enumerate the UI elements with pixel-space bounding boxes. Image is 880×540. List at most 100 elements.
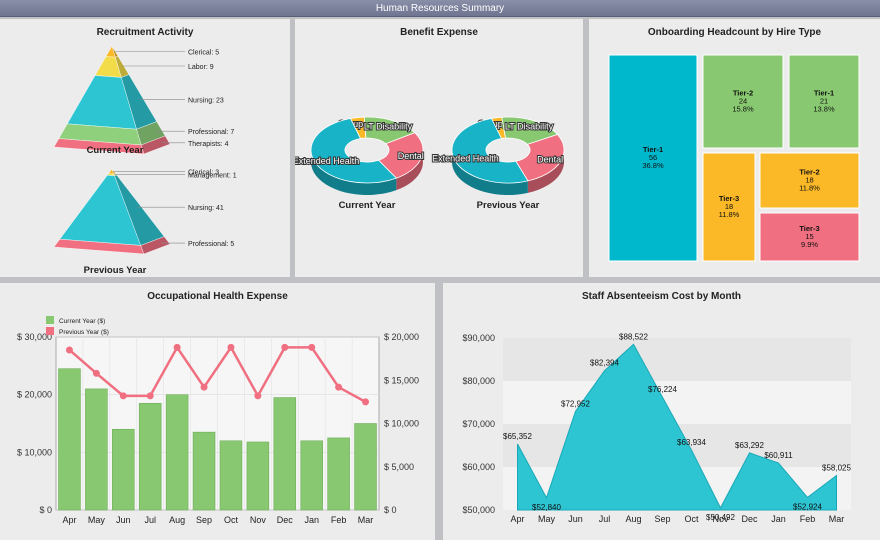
occupational-bar [165,394,189,511]
absenteeism-x-tick: Sep [654,514,670,524]
occupational-bar [354,423,377,511]
absenteeism-point-label: $63,934 [677,438,706,447]
absenteeism-point-label: $82,394 [590,359,619,368]
treemap-tile [788,54,860,149]
absenteeism-x-tick: Jun [568,514,583,524]
absenteeism-point-label: $52,840 [532,503,561,512]
absenteeism-x-tick: Mar [829,514,845,524]
donut-current-segment [310,118,398,184]
absenteeism-x-tick: Feb [800,514,816,524]
occupational-panel: Occupational Health Expense $ 30,000 $ 20… [0,283,435,540]
absenteeism-x-tick: Oct [684,514,699,524]
occupational-x-tick: Sep [196,515,212,525]
treemap-tile-name: Tier-3 [719,194,739,203]
occupational-right-tick: $ 0 [384,505,397,515]
absenteeism-point-label: $60,911 [764,451,793,460]
pyramid-current-layer-side [140,135,171,155]
occupational-right-tick: $ 10,000 [384,419,419,429]
occupational-bar [58,368,81,511]
treemap-tile-count: 21 [820,97,828,106]
absenteeism-title: Staff Absenteeism Cost by Month [581,291,742,302]
pyramid-previous-label: Nursing: 41 [188,205,224,212]
treemap-tile-pct: 11.8% [799,184,820,193]
occupational-legend-swatch [46,316,54,324]
treemap-tile-name: Tier-1 [814,89,834,98]
treemap-tile-name: Tier-2 [799,168,819,177]
absenteeism-x-tick: Dec [741,514,758,524]
occupational-legend-swatch [46,327,54,335]
occupational-legend-label: Current Year ($) [59,318,105,325]
pyramid-previous-layer-side [140,236,171,255]
treemap-tile-count: 18 [725,202,733,211]
occupational-line-point [362,398,370,406]
absenteeism-y-tick: $70,000 [462,419,495,429]
occupational-line-point [173,343,181,351]
treemap-tile-name: Tier-3 [799,224,819,233]
occupational-bar [300,440,323,511]
occupational-line-series [68,344,367,403]
occupational-x-tick: Nov [250,515,267,525]
occupational-bar [273,397,297,511]
occupational-x-tick: Jun [116,515,131,525]
onboarding-panel: Onboarding Headcount by Hire Type Tier-1… [589,19,880,277]
pyramid-current-label: Therapists: 4 [188,141,229,148]
occupational-bar [219,440,243,511]
treemap-tile [702,152,756,262]
absenteeism-x-tick: Jul [599,514,611,524]
occupational-bar [85,388,108,511]
treemap-tile-pct: 15.8% [732,105,754,114]
occupational-right-tick: $ 5,000 [384,462,414,472]
pyramid-current-label: Professional: 7 [188,129,234,136]
pyramid-previous-label: Clerical: 3 [188,169,219,176]
occupational-line-point [227,343,235,351]
occupational-line-point [308,343,316,351]
occupational-x-tick: Jul [144,515,156,525]
pyramid-current-caption: Current Year [87,145,144,156]
recruitment-title: Recruitment Activity [96,27,194,38]
occupational-legend-label: Previous Year ($) [59,329,109,336]
treemap-tile-pct: 9.9% [801,240,818,249]
donut-current-caption: Current Year [339,200,396,211]
benefit-panel: Benefit Expense Group Life LT Disability D… [295,19,583,277]
donut-current-segment-label: LT Disability [364,122,413,132]
occupational-bar [112,428,135,511]
absenteeism-x-tick: Apr [510,514,524,524]
occupational-bar [246,441,270,511]
absenteeism-area [517,343,837,511]
absenteeism-x-tick: Jan [771,514,786,524]
absenteeism-point-label: $58,025 [822,463,851,472]
occupational-line-point [200,383,208,391]
occupational-x-tick: Feb [331,515,347,525]
absenteeism-point-label: $88,522 [619,332,648,341]
pyramid-previous-label: Management: 1 [188,172,237,179]
treemap-tile-count: 56 [649,153,657,162]
occupational-x-tick: Jan [304,515,319,525]
occupational-line-point [146,392,154,400]
treemap-tile-count: 24 [739,97,747,106]
absenteeism-x-tick: May [538,514,556,524]
occupational-line-point [281,343,289,351]
occupational-chart: $ 30,000 $ 20,000 $ 10,000 $ 0 $ 20,000 $ 15,… [17,316,419,525]
donut-previous-segment-label: LT Disability [505,122,554,132]
occupational-x-tick: Oct [224,515,239,525]
absenteeism-y-tick: $80,000 [462,376,495,386]
occupational-line-point [119,392,127,400]
donut-current-segment-wall [310,118,397,195]
absenteeism-point-label: $52,924 [793,502,822,511]
absenteeism-y-tick: $90,000 [462,333,495,343]
occupational-left-tick: $ 30,000 [17,332,52,342]
absenteeism-point-label: $76,224 [648,385,677,394]
treemap-tile [759,152,860,209]
absenteeism-panel: Staff Absenteeism Cost by Month $90,000 $… [443,283,880,540]
absenteeism-chart: $90,000 $80,000 $70,000 $60,000 $50,000 $65,3… [462,332,851,524]
donut-previous-segment-label: Extended Health [432,154,499,164]
recruitment-pyramids: Clerical: 5 Labor: 9 Nursing: 23 Profession… [53,45,237,276]
donut-previous-segment-label: Dental [537,154,563,164]
donut-current-segment [377,132,424,179]
onboarding-title: Onboarding Headcount by Hire Type [647,27,822,38]
occupational-right-tick: $ 15,000 [384,375,419,385]
absenteeism-point-label: $50,492 [706,513,735,522]
donut-current-segment-label: Extended Health [295,156,359,166]
treemap-tile-name: Tier-1 [643,145,663,154]
absenteeism-point-label: $65,352 [503,432,532,441]
